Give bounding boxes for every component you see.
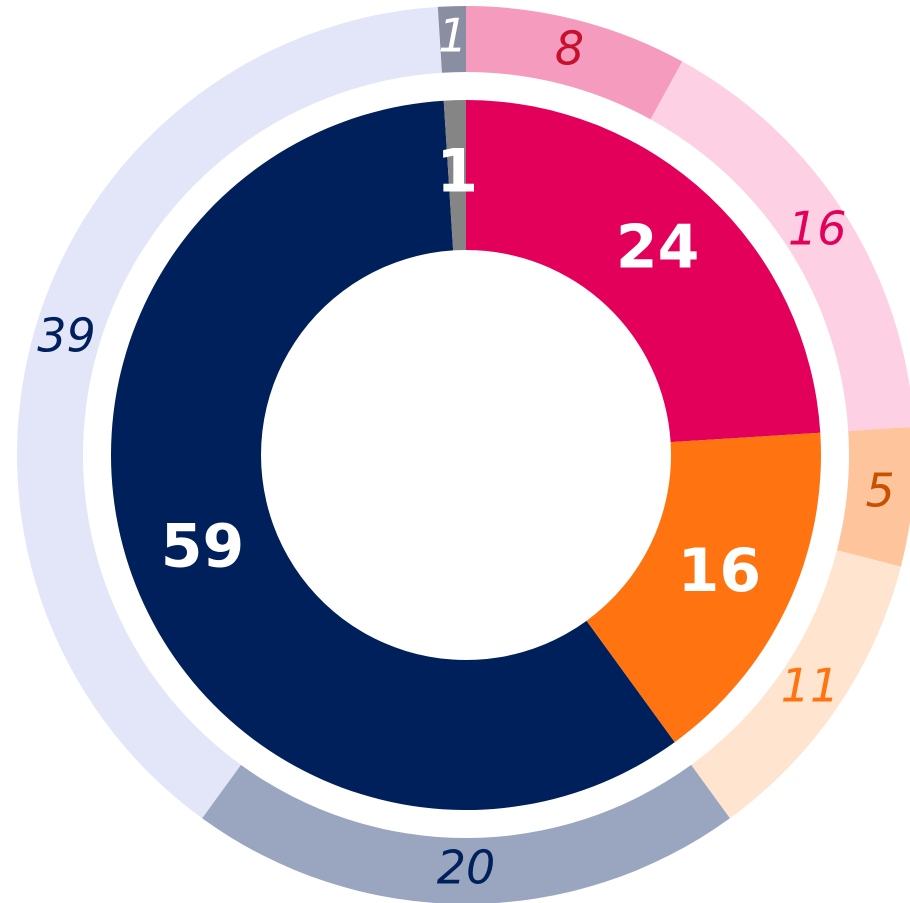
inner-label: 1 — [436, 137, 478, 207]
inner-segment — [443, 100, 466, 251]
outer-label: 8 — [555, 22, 584, 76]
outer-label: 5 — [866, 464, 895, 518]
outer-label: 1 — [438, 9, 467, 63]
outer-segment — [16, 6, 442, 819]
outer-label: 11 — [781, 658, 840, 712]
outer-segment — [650, 61, 910, 431]
inner-segment — [466, 100, 821, 443]
outer-segment — [691, 550, 901, 819]
outer-segment — [836, 427, 910, 567]
inner-label: 16 — [678, 536, 762, 606]
inner-label: 59 — [161, 511, 245, 581]
outer-segment — [466, 6, 683, 120]
outer-segment — [202, 764, 730, 903]
outer-segment — [437, 6, 466, 73]
inner-segment — [110, 100, 675, 811]
outer-label: 16 — [788, 202, 847, 256]
inner-label: 24 — [616, 212, 700, 282]
inner-segment — [586, 432, 821, 743]
outer-label: 39 — [37, 308, 96, 362]
outer-label: 20 — [437, 841, 496, 895]
